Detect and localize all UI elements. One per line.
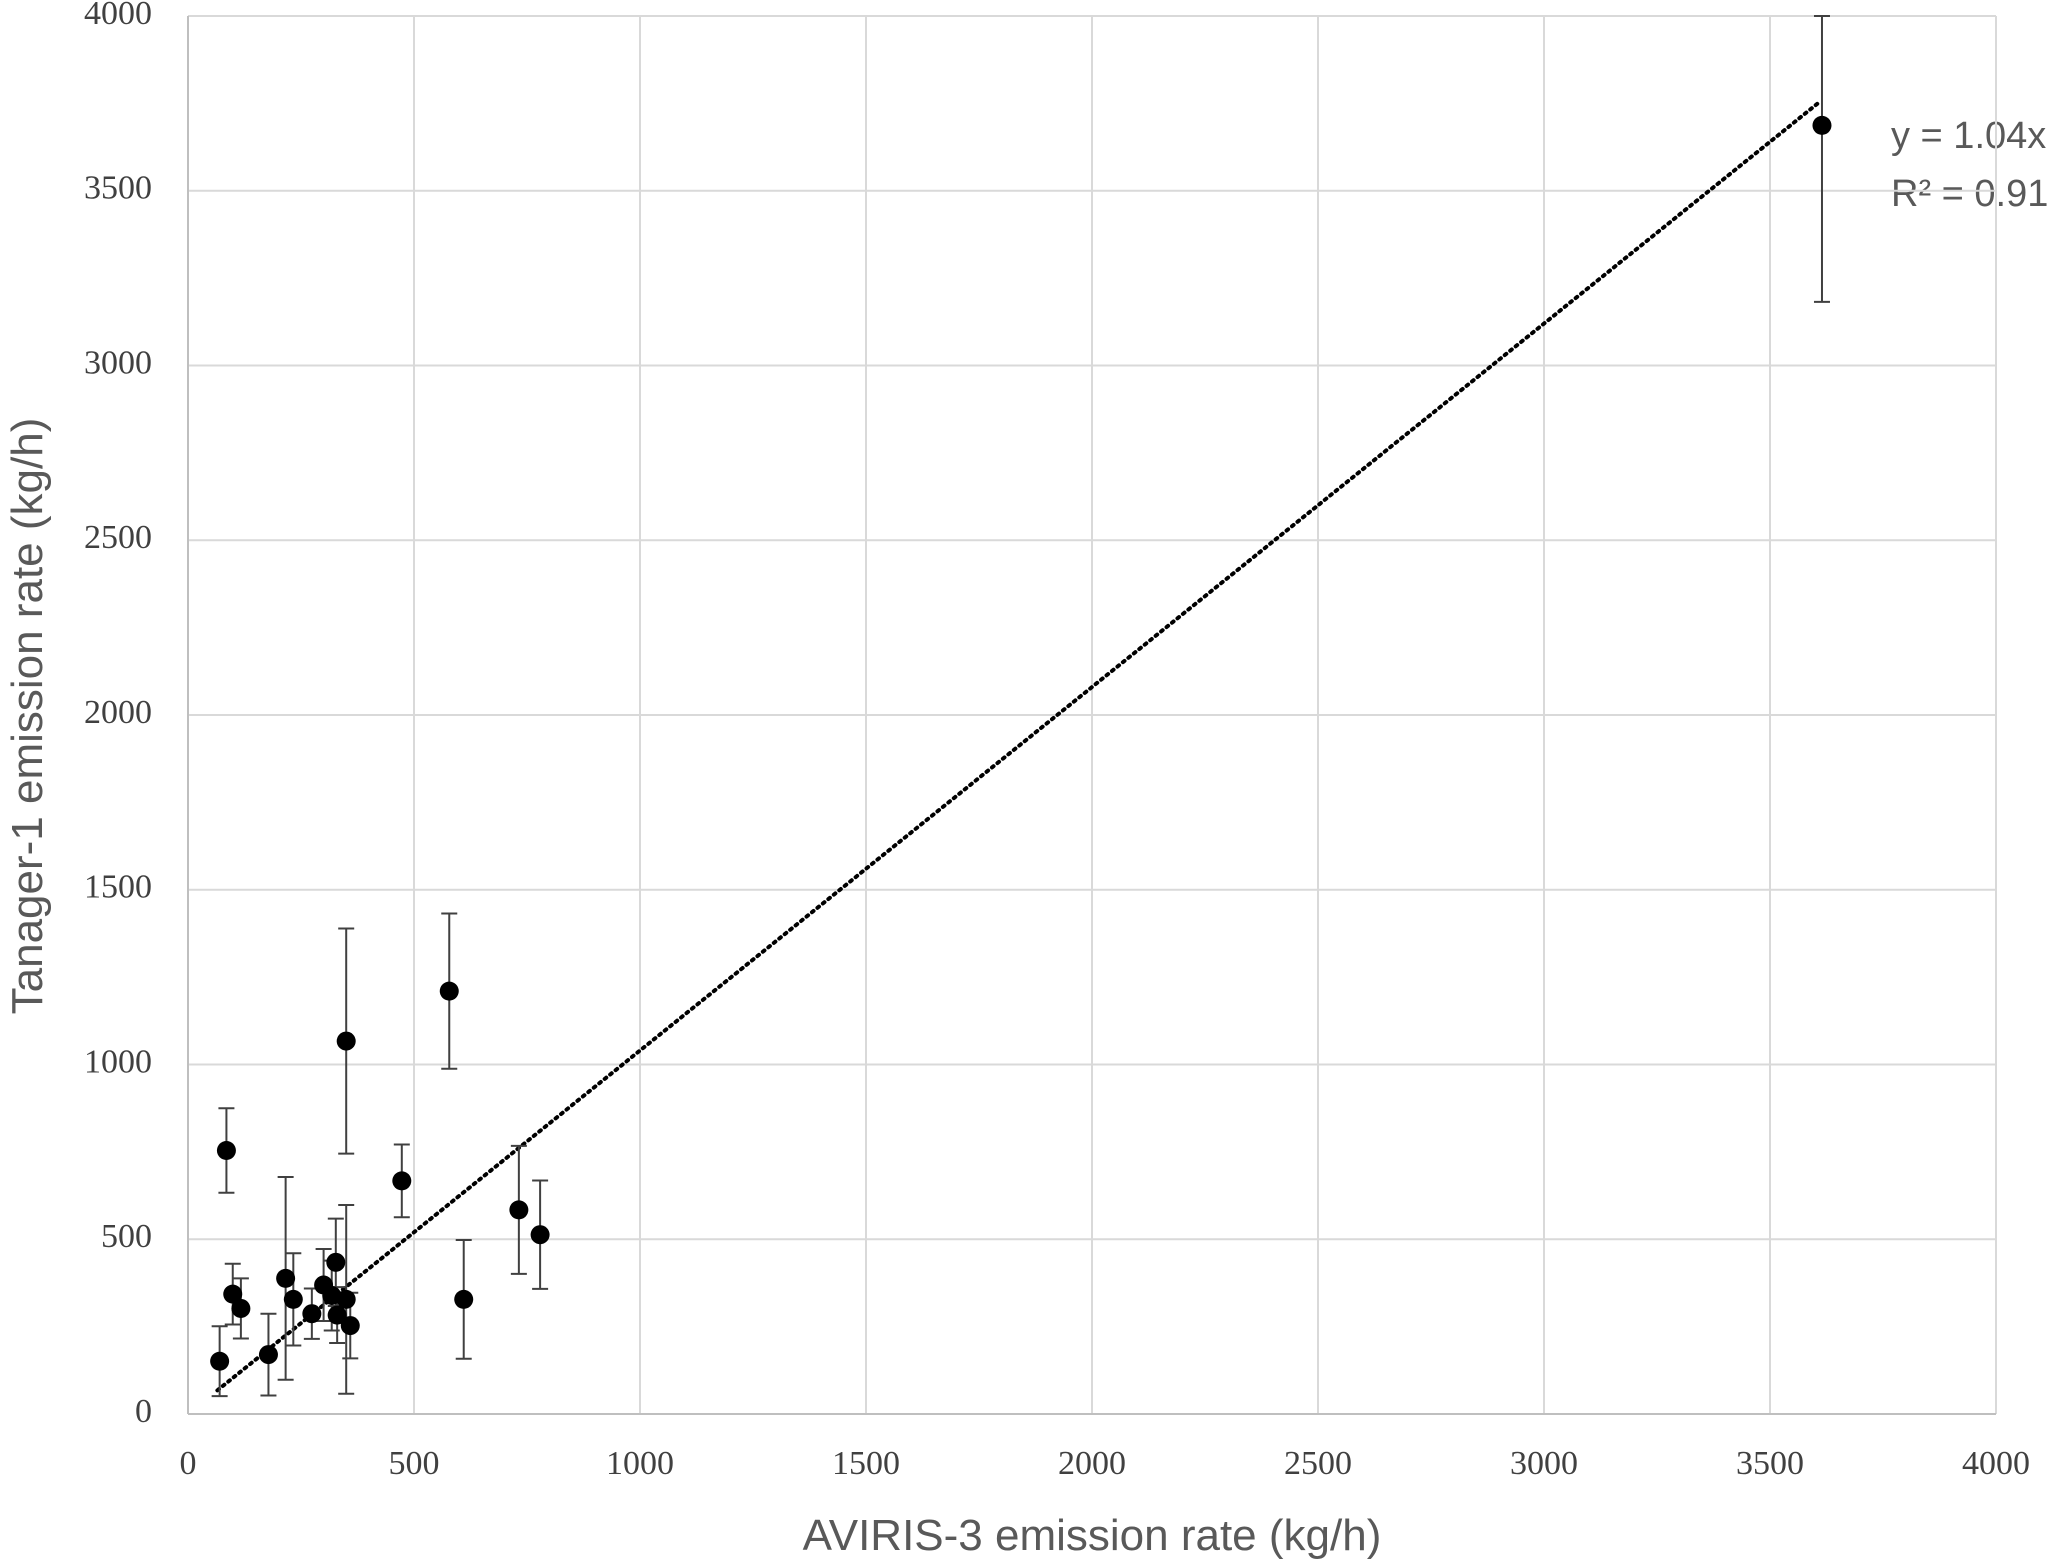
point — [258, 1345, 278, 1365]
x-tick-label: 500 — [389, 1445, 440, 1482]
x-tick-label: 3000 — [1510, 1445, 1578, 1482]
point — [283, 1289, 303, 1309]
y-tick-label: 0 — [135, 1393, 152, 1430]
error-bar — [1813, 15, 1830, 303]
y-tick-label: 2500 — [84, 519, 152, 556]
point — [302, 1304, 322, 1324]
x-tick-label: 1500 — [832, 1445, 900, 1482]
x-tick-label: 0 — [180, 1445, 197, 1482]
r-squared: R² = 0.91 — [1891, 173, 2048, 215]
point — [1812, 115, 1832, 135]
point — [340, 1316, 360, 1336]
point — [336, 1289, 356, 1309]
y-tick-label: 3500 — [84, 170, 152, 207]
point — [392, 1171, 412, 1191]
point — [454, 1289, 474, 1309]
point — [336, 1031, 356, 1051]
y-tick-label: 2000 — [84, 694, 152, 731]
point — [216, 1140, 236, 1160]
point — [530, 1225, 550, 1245]
point — [210, 1351, 230, 1371]
x-tick-label: 1000 — [606, 1445, 674, 1482]
y-tick-label: 4000 — [84, 0, 152, 32]
y-tick-label: 1500 — [84, 869, 152, 906]
x-tick-label: 4000 — [1962, 1445, 2030, 1482]
point — [223, 1284, 243, 1304]
y-axis-label: Tanager-1 emission rate (kg/h) — [3, 418, 52, 1015]
x-tick-label: 3500 — [1736, 1445, 1804, 1482]
y-tick-label: 500 — [101, 1218, 152, 1255]
y-tick-label: 3000 — [84, 344, 152, 381]
trendline — [215, 99, 1822, 1393]
point — [322, 1286, 342, 1306]
x-tick-label: 2000 — [1058, 1445, 1126, 1482]
point — [326, 1252, 346, 1272]
x-tick-label: 2500 — [1284, 1445, 1352, 1482]
x-axis-label: AVIRIS-3 emission rate (kg/h) — [803, 1511, 1382, 1560]
point — [439, 981, 459, 1001]
point — [327, 1305, 347, 1325]
point — [509, 1200, 529, 1220]
y-tick-label: 1000 — [84, 1043, 152, 1080]
trendline-equation: y = 1.04x — [1891, 115, 2046, 157]
point — [231, 1298, 251, 1318]
point — [276, 1268, 296, 1288]
